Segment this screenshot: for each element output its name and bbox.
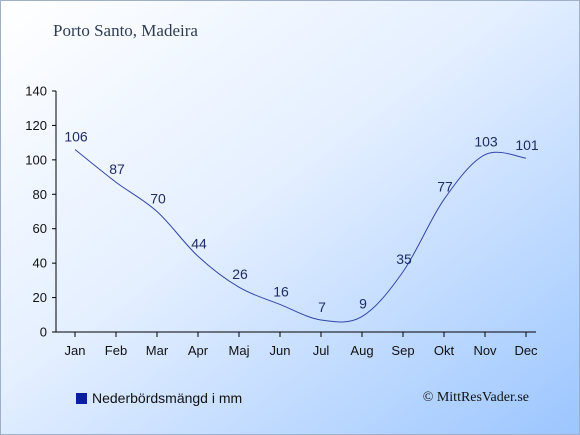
legend: Nederbördsmängd i mm <box>76 390 242 406</box>
data-label: 26 <box>232 266 248 282</box>
data-label: 106 <box>64 129 88 145</box>
x-tick-label: Mar <box>146 343 169 358</box>
x-tick-label: Nov <box>473 343 497 358</box>
y-tick-label: 20 <box>33 290 47 305</box>
y-tick-label: 100 <box>25 152 47 167</box>
series-line-precipitation <box>74 149 527 323</box>
x-tick-label: Aug <box>350 343 373 358</box>
legend-swatch <box>76 392 87 404</box>
x-tick-label: Maj <box>229 343 250 358</box>
chart-title: Porto Santo, Madeira <box>53 21 198 40</box>
data-label: 87 <box>109 161 125 177</box>
y-tick-label: 40 <box>33 256 47 271</box>
x-tick-label: Sep <box>391 343 414 358</box>
data-label: 101 <box>515 137 539 153</box>
y-tick-label: 60 <box>33 221 47 236</box>
data-label: 44 <box>191 235 207 251</box>
data-label: 7 <box>318 299 326 315</box>
x-tick-label: Feb <box>105 343 127 358</box>
data-label: 77 <box>437 178 453 194</box>
data-label: 70 <box>150 191 166 207</box>
legend-label: Nederbördsmängd i mm <box>92 390 243 406</box>
x-tick-label: Apr <box>188 343 209 358</box>
copyright-text: © MittResVader.se <box>422 390 529 405</box>
y-tick-label: 120 <box>25 118 47 133</box>
x-tick-label: Jan <box>65 343 86 358</box>
x-tick-label: Okt <box>434 343 455 358</box>
x-tick-label: Jun <box>270 343 291 358</box>
x-tick-label: Jul <box>313 343 330 358</box>
y-tick-label: 0 <box>40 325 47 340</box>
x-tick-label: Dec <box>514 343 538 358</box>
data-label: 35 <box>396 251 412 267</box>
y-tick-label: 80 <box>33 187 47 202</box>
data-label: 103 <box>474 134 498 150</box>
y-tick-label: 140 <box>25 84 47 99</box>
data-label: 16 <box>273 283 289 299</box>
data-label: 9 <box>359 296 367 312</box>
